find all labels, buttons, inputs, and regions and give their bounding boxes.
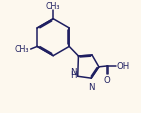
Text: OH: OH [116,62,130,71]
Text: O: O [103,75,110,84]
Text: CH₃: CH₃ [15,45,29,53]
Text: N: N [70,67,76,76]
Text: N: N [88,82,95,91]
Text: CH₃: CH₃ [46,1,60,10]
Text: H: H [70,70,76,79]
